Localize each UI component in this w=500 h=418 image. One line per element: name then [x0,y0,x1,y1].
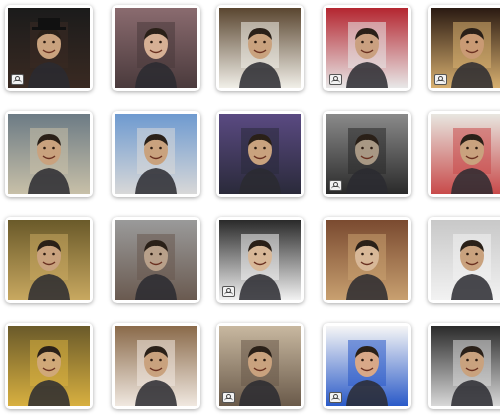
tile-thumbnail [431,8,500,88]
tile-thumbnail [115,8,197,88]
tile-superman[interactable] [323,323,411,409]
tile-thumbnail [326,220,408,300]
thumbnail-image [431,8,500,88]
tile-ancient-painting[interactable] [5,217,93,303]
tile-carnival-dancer[interactable] [428,5,500,91]
thumbnail-image [115,114,197,194]
thumbnail-image [326,326,408,406]
tile-thumbnail [115,326,197,406]
thumbnail-image [115,220,197,300]
thumbnail-image [431,220,500,300]
tile-skyscraper-billboard[interactable] [112,111,200,197]
thumbnail-image [219,8,301,88]
thumbnail-image [115,326,197,406]
tile-thumbnail [115,220,197,300]
tile-hands-with-photos[interactable] [112,323,200,409]
thumbnail-image [8,8,90,88]
tile-thumbnail [326,8,408,88]
tile-cats-watching-tv[interactable] [216,323,304,409]
tile-storm-billboard[interactable] [216,111,304,197]
thumbnail-image [326,8,408,88]
tile-silver-frame[interactable] [428,323,500,409]
tile-thumbnail [115,114,197,194]
thumbnail-image [8,220,90,300]
user-photo-icon [329,74,342,85]
thumbnail-image [8,326,90,406]
tile-car-wrap[interactable] [428,217,500,303]
tile-thumbnail [431,326,500,406]
tile-thumbnail [431,114,500,194]
tile-framed-mosaic[interactable] [5,323,93,409]
tile-thumbnail [219,326,301,406]
tile-girl-with-portrait[interactable] [323,217,411,303]
tile-thumbnail [8,220,90,300]
tile-wall-mural[interactable] [112,217,200,303]
thumbnail-image [219,114,301,194]
user-photo-icon [11,74,24,85]
tile-thumbnail [219,114,301,194]
tile-thumbnail [8,326,90,406]
tile-face-on-mug[interactable] [216,5,304,91]
tile-thumbnail [431,220,500,300]
tile-bride[interactable] [216,217,304,303]
thumbnail-image [431,326,500,406]
user-photo-icon [434,74,447,85]
thumbnail-image [431,114,500,194]
tile-thumbnail [8,114,90,194]
tile-thumbnail [8,8,90,88]
user-photo-icon [222,286,235,297]
thumbnail-image [326,220,408,300]
tile-thumbnail [326,114,408,194]
tile-man-holding-tv[interactable] [323,5,411,91]
tile-man-with-hat-and-cat[interactable] [5,5,93,91]
user-photo-icon [329,180,342,191]
tile-street-billboard[interactable] [5,111,93,197]
user-photo-icon [329,392,342,403]
user-photo-icon [222,392,235,403]
tile-thumbnail [219,220,301,300]
tile-thumbnail [219,8,301,88]
tile-pirate[interactable] [323,111,411,197]
thumbnail-image [115,8,197,88]
tile-woman-on-phone[interactable] [112,5,200,91]
tile-pop-art-gallery[interactable] [428,111,500,197]
tile-thumbnail [326,326,408,406]
thumbnail-image [8,114,90,194]
